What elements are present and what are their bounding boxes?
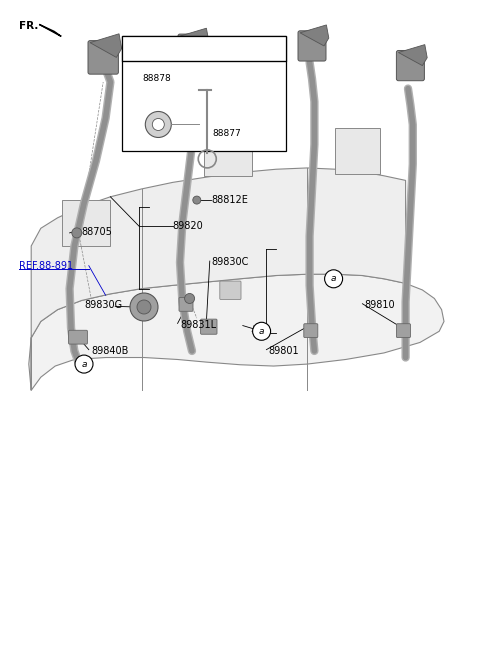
- Polygon shape: [300, 25, 329, 46]
- FancyBboxPatch shape: [122, 36, 286, 151]
- Polygon shape: [29, 274, 444, 390]
- FancyBboxPatch shape: [179, 297, 193, 312]
- FancyBboxPatch shape: [298, 31, 326, 61]
- Text: 88812E: 88812E: [211, 195, 248, 205]
- Polygon shape: [31, 168, 406, 390]
- Polygon shape: [204, 130, 252, 176]
- Text: 89831L: 89831L: [180, 319, 216, 330]
- Polygon shape: [39, 24, 61, 36]
- FancyBboxPatch shape: [122, 36, 286, 62]
- Polygon shape: [398, 45, 427, 66]
- Polygon shape: [62, 200, 110, 246]
- Circle shape: [324, 270, 343, 288]
- FancyBboxPatch shape: [201, 319, 217, 335]
- Text: a: a: [259, 327, 264, 336]
- FancyBboxPatch shape: [220, 281, 241, 300]
- Circle shape: [72, 228, 82, 238]
- Polygon shape: [90, 33, 122, 57]
- Circle shape: [252, 322, 271, 340]
- Circle shape: [145, 112, 171, 138]
- Text: 89820: 89820: [173, 221, 204, 232]
- FancyBboxPatch shape: [178, 34, 206, 64]
- Circle shape: [185, 293, 194, 304]
- Circle shape: [131, 41, 147, 56]
- Polygon shape: [335, 128, 380, 174]
- Text: 89840B: 89840B: [91, 346, 129, 356]
- Circle shape: [152, 119, 164, 131]
- FancyBboxPatch shape: [396, 51, 424, 81]
- Text: 89801: 89801: [269, 346, 300, 356]
- Text: 89810: 89810: [365, 300, 396, 310]
- Text: FR.: FR.: [19, 22, 38, 31]
- Circle shape: [130, 293, 158, 321]
- Text: a: a: [136, 44, 142, 53]
- Circle shape: [137, 300, 151, 314]
- FancyBboxPatch shape: [304, 323, 318, 338]
- FancyBboxPatch shape: [396, 323, 410, 338]
- Text: 89830C: 89830C: [211, 257, 249, 268]
- Text: REF.88-891: REF.88-891: [19, 260, 73, 271]
- Circle shape: [193, 196, 201, 204]
- FancyBboxPatch shape: [69, 330, 87, 344]
- Text: a: a: [81, 359, 87, 369]
- Text: 88878: 88878: [142, 74, 171, 83]
- FancyBboxPatch shape: [88, 41, 119, 74]
- Polygon shape: [180, 28, 209, 49]
- Text: a: a: [331, 274, 336, 283]
- Text: 88877: 88877: [212, 129, 241, 138]
- Text: 89830G: 89830G: [84, 300, 122, 310]
- Text: 88705: 88705: [82, 226, 112, 237]
- Circle shape: [75, 355, 93, 373]
